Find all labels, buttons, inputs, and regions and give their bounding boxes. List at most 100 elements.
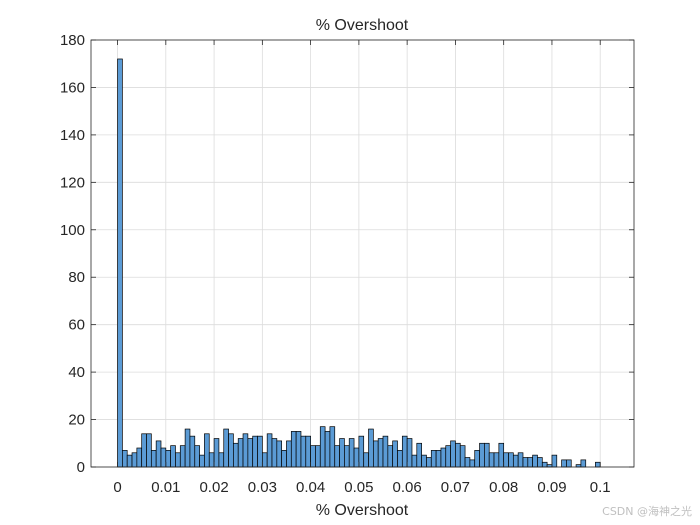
histogram-bar [179, 445, 186, 468]
x-tick-label: 0.06 [393, 479, 422, 496]
histogram-bar [276, 440, 283, 468]
histogram-bar [150, 450, 157, 468]
watermark: CSDN @海神之光 [602, 505, 692, 518]
histogram-bar [469, 459, 476, 468]
histogram-bar [315, 445, 321, 468]
histogram-bar [165, 450, 171, 468]
x-axis-label: % Overshoot [316, 502, 409, 519]
histogram-bar [213, 438, 220, 468]
histogram-bar [508, 452, 514, 468]
y-tick-label: 40 [68, 364, 85, 381]
x-tick-label: 0.1 [590, 479, 611, 496]
histogram-bar [252, 435, 258, 468]
histogram-bar [503, 452, 509, 468]
histogram-bar [194, 445, 200, 468]
histogram-bar [464, 457, 471, 468]
histogram-bar [401, 435, 408, 468]
plot-frame [90, 39, 635, 468]
histogram-bar [117, 58, 123, 468]
histogram-bar [561, 459, 567, 468]
histogram-bar [208, 452, 215, 468]
histogram-bar [257, 435, 263, 468]
x-tick-label: 0 [113, 479, 121, 496]
x-tick-label: 0.04 [296, 479, 325, 496]
histogram-bar [155, 440, 162, 468]
histogram-bar [397, 450, 403, 468]
x-tick-label: 0.08 [489, 479, 518, 496]
histogram-bar [498, 442, 505, 468]
histogram-bar [455, 442, 461, 468]
x-tick-label: 0.01 [151, 479, 180, 496]
histogram-bar [517, 452, 524, 468]
histogram-bar [228, 433, 234, 468]
histogram-bar [344, 445, 350, 468]
histogram-bar [160, 447, 167, 468]
histogram-bar [242, 433, 249, 468]
x-tick-label: 0.07 [441, 479, 470, 496]
histogram-bar [406, 438, 413, 468]
histogram-bar [319, 426, 326, 468]
histogram-bar [392, 440, 398, 468]
histogram-bar [141, 433, 147, 468]
histogram-bar [363, 452, 369, 468]
y-tick-label: 140 [60, 127, 85, 144]
y-tick-label: 0 [77, 459, 85, 476]
histogram-bar [479, 442, 485, 468]
histogram-bar [426, 457, 432, 468]
axis-ticks: 0 0.01 0.02 0.03 0.04 0.05 0.06 0.07 0.08 0.09 0.1… [60, 32, 634, 496]
histogram-bar [324, 431, 331, 468]
y-tick-label: 180 [60, 32, 85, 49]
histogram-bar [286, 440, 292, 468]
histogram-bar [421, 454, 427, 468]
histogram-bar [474, 450, 480, 468]
histogram-bar [522, 457, 529, 468]
histogram-bar [595, 461, 601, 468]
histogram-bar [527, 457, 533, 468]
x-tick-label: 0.02 [199, 479, 228, 496]
histogram-bar [430, 450, 437, 468]
histogram-bar [305, 435, 311, 468]
x-tick-label: 0.05 [344, 479, 373, 496]
histogram-bar [300, 435, 307, 468]
histogram-bar [411, 454, 418, 468]
histogram-bars [117, 58, 601, 468]
histogram-bar [450, 440, 456, 468]
histogram-bar [493, 452, 500, 468]
histogram-bar [295, 431, 302, 468]
histogram-bar [122, 450, 128, 468]
histogram-bar [387, 445, 394, 468]
y-tick-label: 60 [68, 317, 85, 334]
y-tick-label: 160 [60, 79, 85, 96]
histogram-bar [131, 452, 138, 468]
y-tick-label: 20 [68, 412, 85, 429]
histogram-bar [334, 445, 340, 468]
histogram-bar [445, 445, 451, 468]
histogram-bar [484, 442, 490, 468]
histogram-bar [146, 433, 152, 468]
y-tick-label: 100 [60, 222, 85, 239]
x-tick-label: 0.09 [537, 479, 566, 496]
histogram-bar [382, 435, 389, 468]
chart-title: % Overshoot [316, 17, 409, 34]
histogram-bar [512, 454, 519, 468]
histogram-bar [353, 447, 360, 468]
histogram-bar [566, 459, 572, 468]
histogram-bar [189, 435, 196, 468]
histogram-bar [373, 440, 379, 468]
histogram-bar [175, 452, 181, 468]
histogram-bar [261, 452, 268, 468]
histogram-bar [532, 454, 538, 468]
histogram-bar [329, 426, 336, 468]
histogram-bar [537, 457, 543, 468]
histogram-bar [541, 461, 548, 468]
histogram-bar [184, 428, 191, 468]
histogram-bar [170, 445, 176, 468]
histogram-bar [377, 438, 384, 468]
histogram-bar [416, 442, 422, 468]
histogram-bar [310, 445, 316, 468]
histogram-bar [339, 438, 345, 468]
histogram-bar [237, 438, 244, 468]
histogram-bar [358, 435, 365, 468]
histogram-bar [435, 450, 442, 468]
